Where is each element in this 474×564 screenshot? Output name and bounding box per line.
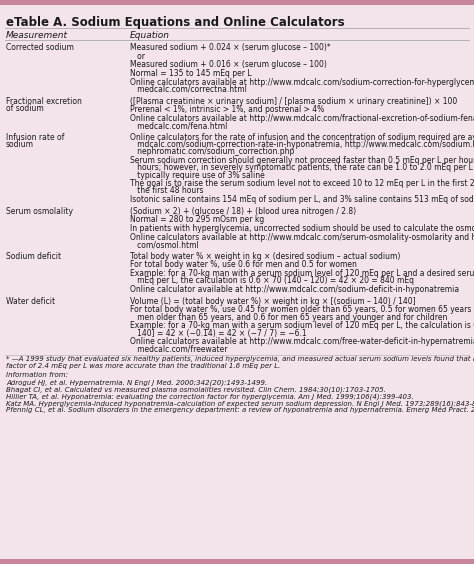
Bar bbox=[0, 559, 474, 564]
Text: or: or bbox=[130, 52, 145, 61]
Text: Online calculators for the rate of infusion and the concentration of sodium requ: Online calculators for the rate of infus… bbox=[130, 133, 474, 142]
Text: Fractional excretion: Fractional excretion bbox=[6, 96, 82, 105]
Text: medcalc.com/fena.html: medcalc.com/fena.html bbox=[130, 121, 228, 130]
Text: Measured sodium + 0.024 × (serum glucose – 100)*: Measured sodium + 0.024 × (serum glucose… bbox=[130, 43, 331, 52]
Text: of sodium: of sodium bbox=[6, 104, 44, 113]
Text: Corrected sodium: Corrected sodium bbox=[6, 43, 74, 52]
Text: com/osmol.html: com/osmol.html bbox=[130, 240, 199, 249]
Text: 140] = 42 × (−0.14) = 42 × (−7 / 7) = −6.1: 140] = 42 × (−0.14) = 42 × (−7 / 7) = −6… bbox=[130, 329, 307, 338]
Text: eTable A. Sodium Equations and Online Calculators: eTable A. Sodium Equations and Online Ca… bbox=[6, 16, 345, 29]
Text: hours; however, in severely symptomatic patients, the rate can be 1.0 to 2.0 mEq: hours; however, in severely symptomatic … bbox=[130, 164, 474, 172]
Text: Infusion rate of: Infusion rate of bbox=[6, 133, 64, 142]
Text: Adrogué HJ, et al. Hypernatremia. N Engl J Med. 2000;342(20):1493-1499.: Adrogué HJ, et al. Hypernatremia. N Eng… bbox=[6, 380, 267, 386]
Text: Online calculators available at http://www.mdcalc.com/free-water-deficit-in-hype: Online calculators available at http://w… bbox=[130, 337, 474, 346]
Text: Online calculator available at http://www.mdcalc.com/sodium-deficit-in-hyponatre: Online calculator available at http://ww… bbox=[130, 285, 459, 294]
Text: typically require use of 3% saline: typically require use of 3% saline bbox=[130, 170, 265, 179]
Text: In patients with hyperglycemia, uncorrected sodium should be used to calculate t: In patients with hyperglycemia, uncorrec… bbox=[130, 224, 474, 233]
Text: medcalc.com/correctna.html: medcalc.com/correctna.html bbox=[130, 85, 247, 94]
Text: Normal = 280 to 295 mOsm per kg: Normal = 280 to 295 mOsm per kg bbox=[130, 215, 264, 224]
Text: Online calculators available at http://www.mdcalc.com/fractional-excretion-of-so: Online calculators available at http://w… bbox=[130, 114, 474, 123]
Text: sodium: sodium bbox=[6, 140, 34, 149]
Text: mdcalc.com/sodium-correction-rate-in-hyponatremia, http://www.medcalc.com/sodium: mdcalc.com/sodium-correction-rate-in-hyp… bbox=[130, 140, 474, 149]
Text: Equation: Equation bbox=[130, 31, 170, 40]
Text: the first 48 hours: the first 48 hours bbox=[130, 186, 203, 195]
Text: Example: for a 70-kg man with a serum sodium level of 120 mEq per L and a desire: Example: for a 70-kg man with a serum so… bbox=[130, 269, 474, 278]
Text: The goal is to raise the serum sodium level not to exceed 10 to 12 mEq per L in : The goal is to raise the serum sodium le… bbox=[130, 179, 474, 188]
Text: Measured sodium + 0.016 × (serum glucose – 100): Measured sodium + 0.016 × (serum glucose… bbox=[130, 60, 327, 69]
Text: Serum sodium correction should generally not proceed faster than 0.5 mEq per L p: Serum sodium correction should generally… bbox=[130, 156, 474, 165]
Text: medcalc.com/freewater: medcalc.com/freewater bbox=[130, 345, 228, 354]
Text: nephromatic.com/sodium_correction.php: nephromatic.com/sodium_correction.php bbox=[130, 147, 294, 156]
Bar bbox=[0, 0, 474, 5]
Text: For total body water %, use 0.45 for women older than 65 years, 0.5 for women 65: For total body water %, use 0.45 for wom… bbox=[130, 306, 474, 315]
Text: Katz MA. Hyperglycemia-induced hyponatremia–calculation of expected serum sodium: Katz MA. Hyperglycemia-induced hyponatre… bbox=[6, 400, 474, 407]
Text: Online calculators available at http://www.mdcalc.com/sodium-correction-for-hype: Online calculators available at http://w… bbox=[130, 78, 474, 87]
Text: mEq per L, the calculation is 0.6 × 70 (140 – 120) = 42 × 20 = 840 mEq: mEq per L, the calculation is 0.6 × 70 (… bbox=[130, 276, 414, 285]
Text: Pfennig CL, et al. Sodium disorders in the emergency department: a review of hyp: Pfennig CL, et al. Sodium disorders in t… bbox=[6, 407, 474, 413]
Text: Example: for a 70-kg man with a serum sodium level of 120 mEq per L, the calcula: Example: for a 70-kg man with a serum so… bbox=[130, 321, 474, 331]
Text: Isotonic saline contains 154 mEq of sodium per L, and 3% saline contains 513 mEq: Isotonic saline contains 154 mEq of sodi… bbox=[130, 195, 474, 204]
Text: Serum osmolality: Serum osmolality bbox=[6, 207, 73, 216]
Text: Normal = 135 to 145 mEq per L: Normal = 135 to 145 mEq per L bbox=[130, 69, 252, 78]
Text: Bhagat CI, et al. Calculated vs measured plasma osmolalities revisited. Clin Che: Bhagat CI, et al. Calculated vs measured… bbox=[6, 386, 386, 393]
Text: For total body water %, use 0.6 for men and 0.5 for women: For total body water %, use 0.6 for men … bbox=[130, 261, 357, 270]
Text: Information from:: Information from: bbox=[6, 372, 68, 378]
Text: men older than 65 years, and 0.6 for men 65 years and younger and for children: men older than 65 years, and 0.6 for men… bbox=[130, 312, 447, 321]
Text: Volume (L) = (total body water %) × weight in kg × [(sodium – 140) / 140]: Volume (L) = (total body water %) × weig… bbox=[130, 297, 416, 306]
Text: factor of 2.4 mEq per L was more accurate than the traditional 1.6 mEq per L.: factor of 2.4 mEq per L was more accurat… bbox=[6, 363, 281, 369]
Text: Measurement: Measurement bbox=[6, 31, 68, 40]
Text: Water deficit: Water deficit bbox=[6, 297, 55, 306]
Text: Total body water % × weight in kg × (desired sodium – actual sodium): Total body water % × weight in kg × (des… bbox=[130, 252, 401, 261]
Text: (Sodium × 2) + (glucose / 18) + (blood urea nitrogen / 2.8): (Sodium × 2) + (glucose / 18) + (blood u… bbox=[130, 207, 356, 216]
Text: Hillier TA, et al. Hyponatremia: evaluating the correction factor for hyperglyce: Hillier TA, et al. Hyponatremia: evaluat… bbox=[6, 393, 414, 400]
Text: Prerenal < 1%, intrinsic > 1%, and postrenal > 4%: Prerenal < 1%, intrinsic > 1%, and postr… bbox=[130, 105, 324, 114]
Text: ([Plasma creatinine × urinary sodium] / [plasma sodium × urinary creatinine]) × : ([Plasma creatinine × urinary sodium] / … bbox=[130, 96, 457, 105]
Text: * —A 1999 study that evaluated six healthy patients, induced hyperglycemia, and : * —A 1999 study that evaluated six healt… bbox=[6, 356, 474, 362]
Text: Sodium deficit: Sodium deficit bbox=[6, 252, 61, 261]
Text: Online calculators available at http://www.mdcalc.com/serum-osmolality-osmolarit: Online calculators available at http://w… bbox=[130, 233, 474, 242]
